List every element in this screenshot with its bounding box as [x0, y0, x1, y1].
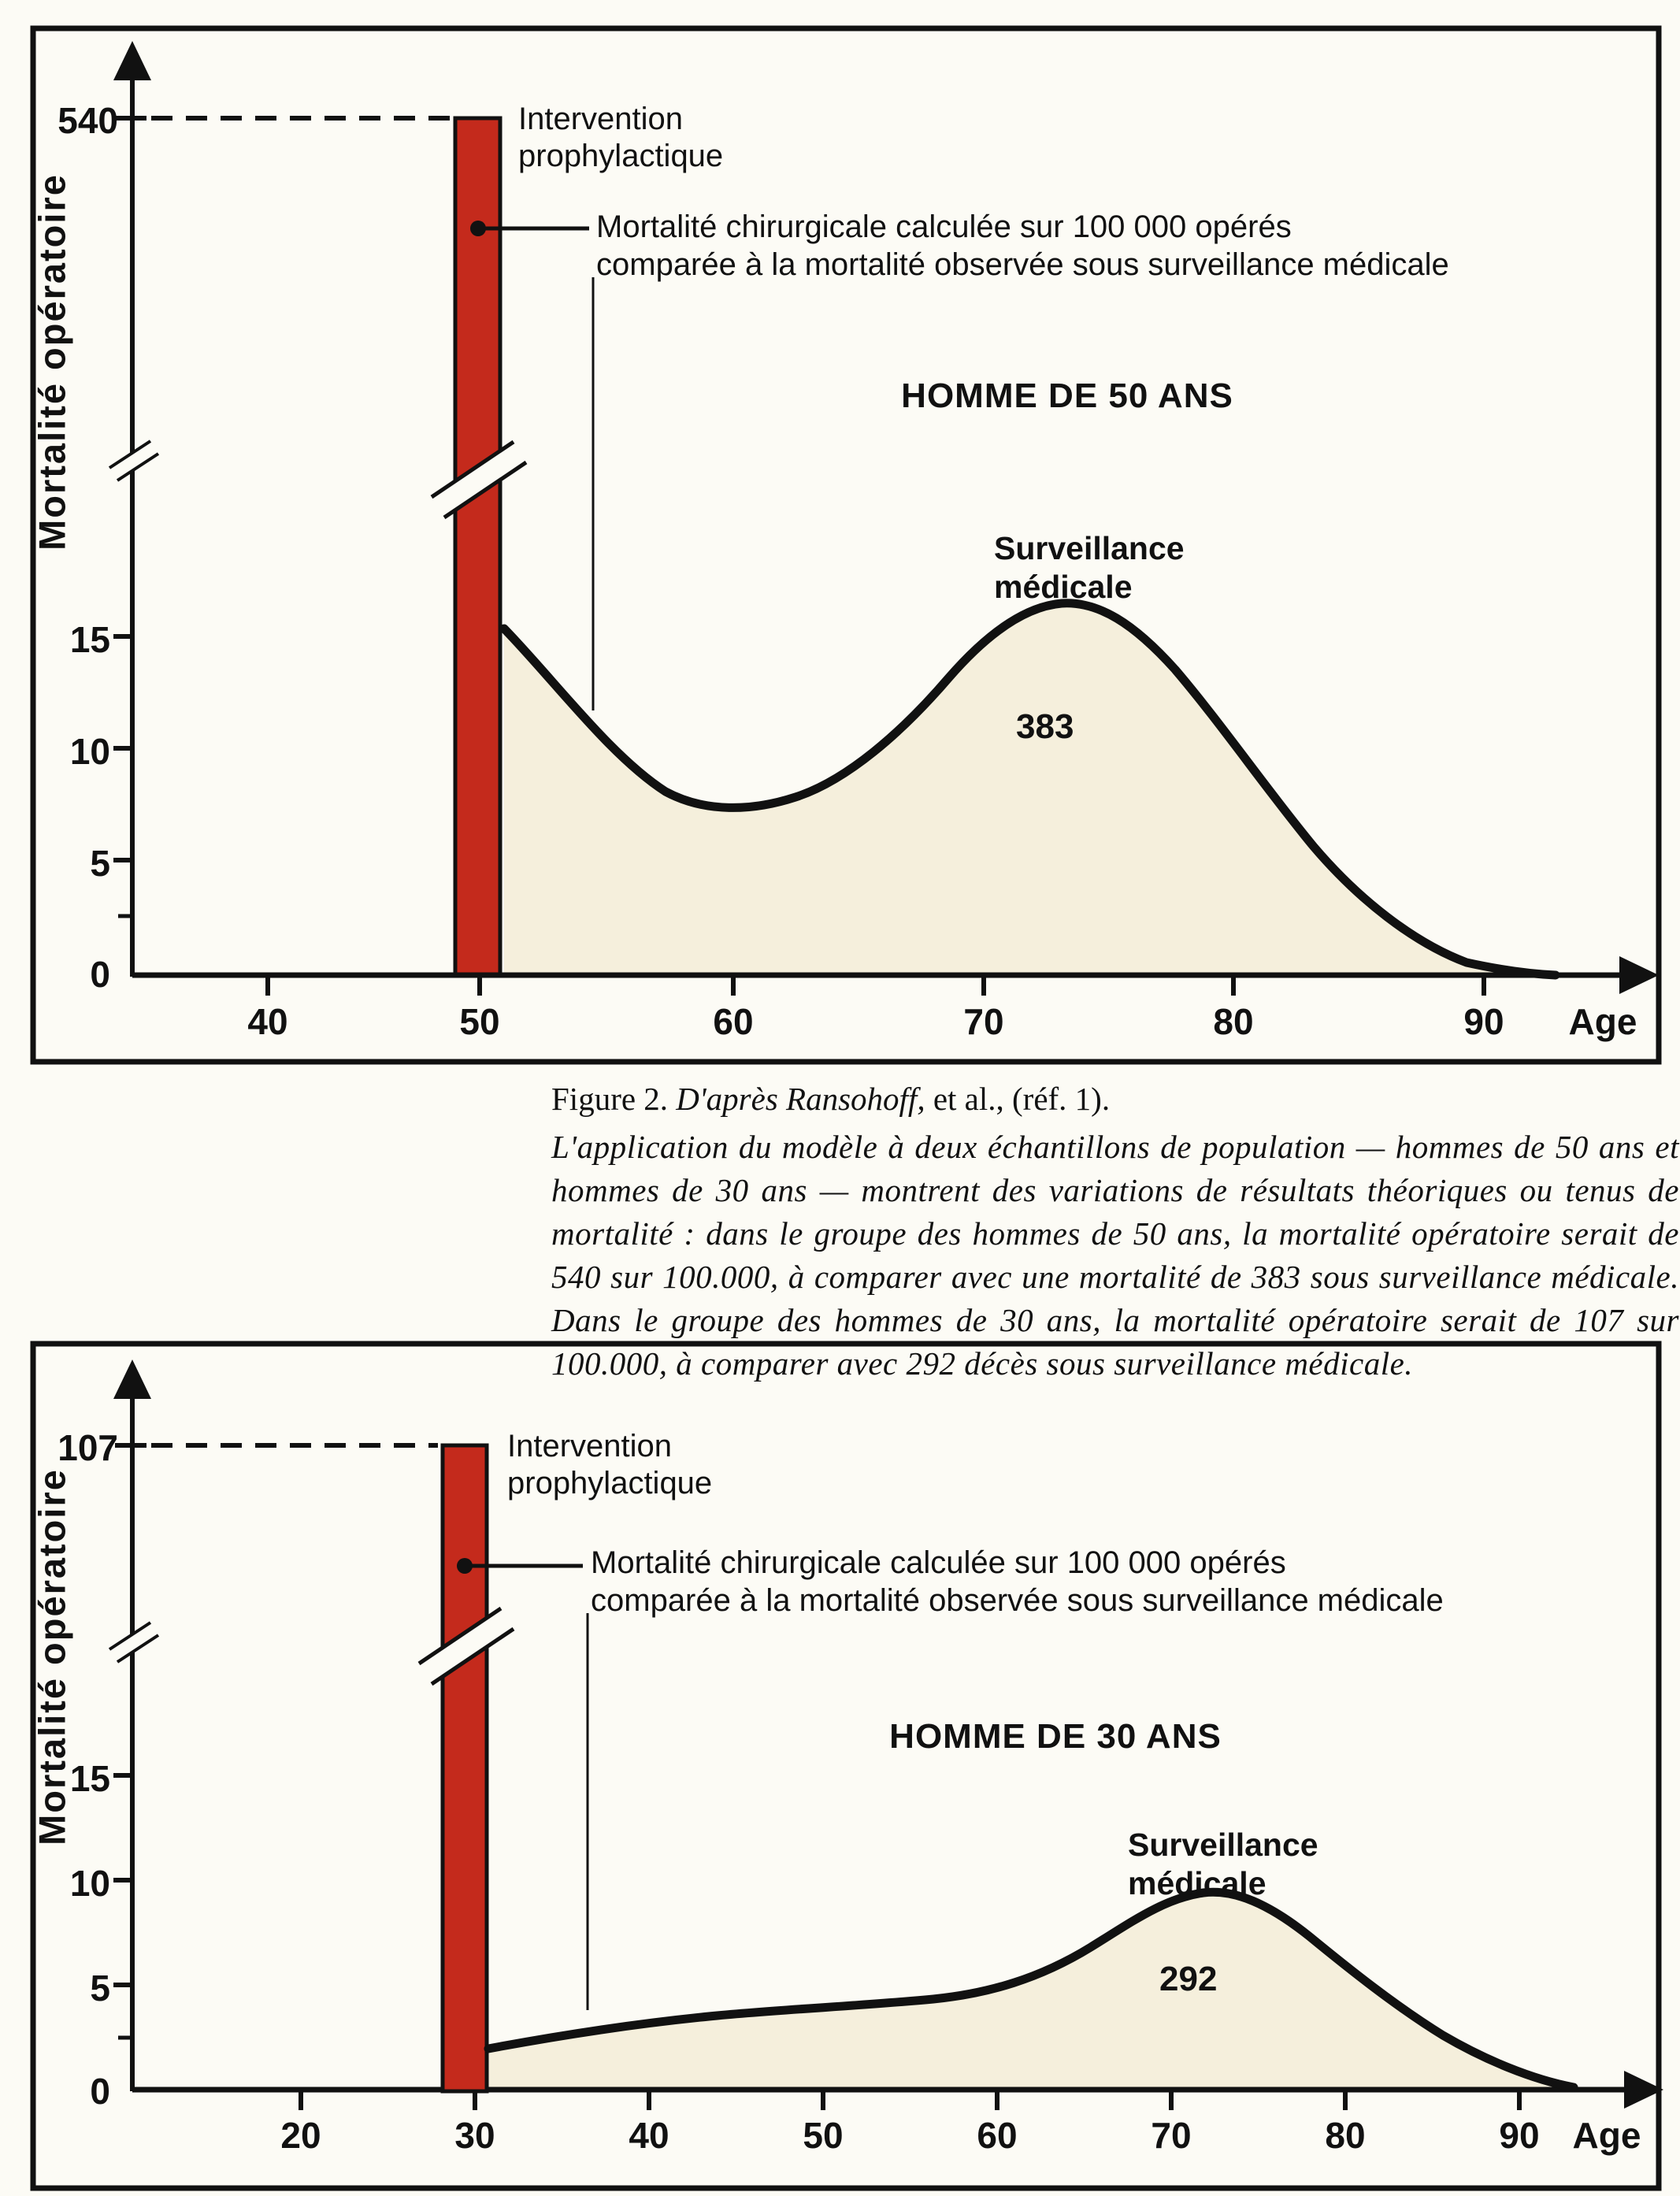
chart2-x-axis-arrow-icon [1624, 2071, 1663, 2109]
chart1-ytick-label-0: 0 [90, 954, 110, 995]
chart2-curve-label: Surveillance médicale [1128, 1827, 1318, 1901]
chart1-ytick-label-10: 10 [69, 731, 110, 772]
chart1-top-value: 540 [57, 100, 118, 141]
chart2-axis-break-slash [108, 1621, 152, 1651]
chart2-ytick-label-0: 0 [90, 2071, 110, 2112]
chart2-top-value: 107 [57, 1427, 118, 1468]
chart1-xtick-label-80: 80 [1213, 1001, 1254, 1042]
chart1-bar-break-slash2 [443, 460, 528, 520]
chart1-area-fill [504, 603, 1556, 975]
chart2-xtick-label-50: 50 [803, 2115, 844, 2156]
chart1-intervention-bar [453, 116, 503, 977]
chart2-y-axis-arrow-icon [113, 1360, 151, 1399]
figure-label: Figure 2. [551, 1081, 669, 1117]
chart1-x-axis-label: Age [1568, 1001, 1637, 1042]
chart2-ytick-label-10: 10 [69, 1863, 110, 1904]
chart2-xtick-label-20: 20 [280, 2115, 321, 2156]
chart2-xtick-label-90: 90 [1499, 2115, 1540, 2156]
figure-source-rest: et al., (réf. 1). [933, 1081, 1111, 1117]
chart2-bar-break [419, 1608, 514, 1684]
chart1-xtick-label-90: 90 [1463, 1001, 1504, 1042]
chart2-x-axis-label: Age [1572, 2115, 1641, 2156]
chart2-y-axis-label: Mortalité opératoire [31, 1468, 73, 1845]
chart1-ytick-label-15: 15 [69, 619, 110, 660]
chart1-axis-break-slash [108, 440, 152, 469]
chart2-frame [30, 1341, 1662, 2191]
chart2-bar-break-slash2 [430, 1627, 515, 1686]
chart1-plot [30, 25, 1662, 1065]
chart1-y-axis-arrow-icon [113, 41, 151, 80]
figure-caption-heading: Figure 2. D'après Ransohoff, et al., (ré… [551, 1078, 1679, 1121]
chart1-frame [30, 25, 1662, 1065]
chart2-area-fill [488, 1892, 1574, 2088]
figure-caption: Figure 2. D'après Ransohoff, et al., (ré… [551, 1078, 1679, 1385]
chart1-curve-label: Surveillance médicale [994, 530, 1185, 605]
chart2-xtick-label-30: 30 [454, 2115, 495, 2156]
chart2-axis-break-slash2 [116, 1634, 160, 1664]
chart1-axis-break-slash2 [116, 452, 160, 482]
chart2-ytick-label-15: 15 [69, 1758, 110, 1799]
chart1-bar-break [432, 442, 526, 517]
figure-source: D'après Ransohoff, [676, 1081, 925, 1117]
chart2-title: HOMME DE 30 ANS [889, 1717, 1222, 1756]
chart1-ytick-label-5: 5 [90, 843, 110, 884]
chart2-curve-value: 292 [1159, 1960, 1218, 1998]
chart2-xtick-label-80: 80 [1325, 2115, 1366, 2156]
chart1-x-axis-arrow-icon [1619, 956, 1659, 994]
chart1-xtick-label-40: 40 [247, 1001, 288, 1042]
chart2-xtick-label-70: 70 [1151, 2115, 1192, 2156]
chart1-axis-break [109, 441, 158, 480]
chart1-bar-break-slash [430, 440, 515, 499]
chart1-annotation-line1: Mortalité chirurgicale calculée sur 100 … [596, 210, 1292, 244]
chart2-plot [30, 1341, 1663, 2191]
chart1-bar-label: Intervention prophylactique [518, 102, 724, 173]
chart1-xtick-label-70: 70 [963, 1001, 1004, 1042]
figure-caption-body: L'application du modèle à deux échantill… [551, 1129, 1679, 1382]
chart2-axis-break [109, 1623, 158, 1662]
chart1-curve-value: 383 [1016, 707, 1074, 746]
chart2-ytick-label-5: 5 [90, 1968, 110, 2009]
chart1-title: HOMME DE 50 ANS [901, 377, 1233, 415]
chart2-annotation-line2: comparée à la mortalité observée sous su… [591, 1583, 1444, 1618]
chart2-bar-break-slash [417, 1606, 503, 1666]
chart1-xtick-label-60: 60 [713, 1001, 754, 1042]
chart1-annotation-line2: comparée à la mortalité observée sous su… [596, 247, 1449, 282]
chart2-bar-label: Intervention prophylactique [507, 1429, 713, 1500]
chart2-annotation-line1: Mortalité chirurgicale calculée sur 100 … [591, 1545, 1286, 1580]
chart2-intervention-bar [440, 1443, 489, 2094]
chart1-y-axis-label: Mortalité opératoire [31, 173, 73, 551]
chart1-xtick-label-50: 50 [459, 1001, 500, 1042]
chart2-xtick-label-60: 60 [977, 2115, 1018, 2156]
chart1-surveillance-curve [499, 599, 1560, 980]
chart2-xtick-label-40: 40 [629, 2115, 669, 2156]
chart2-surveillance-curve [484, 1887, 1578, 2092]
